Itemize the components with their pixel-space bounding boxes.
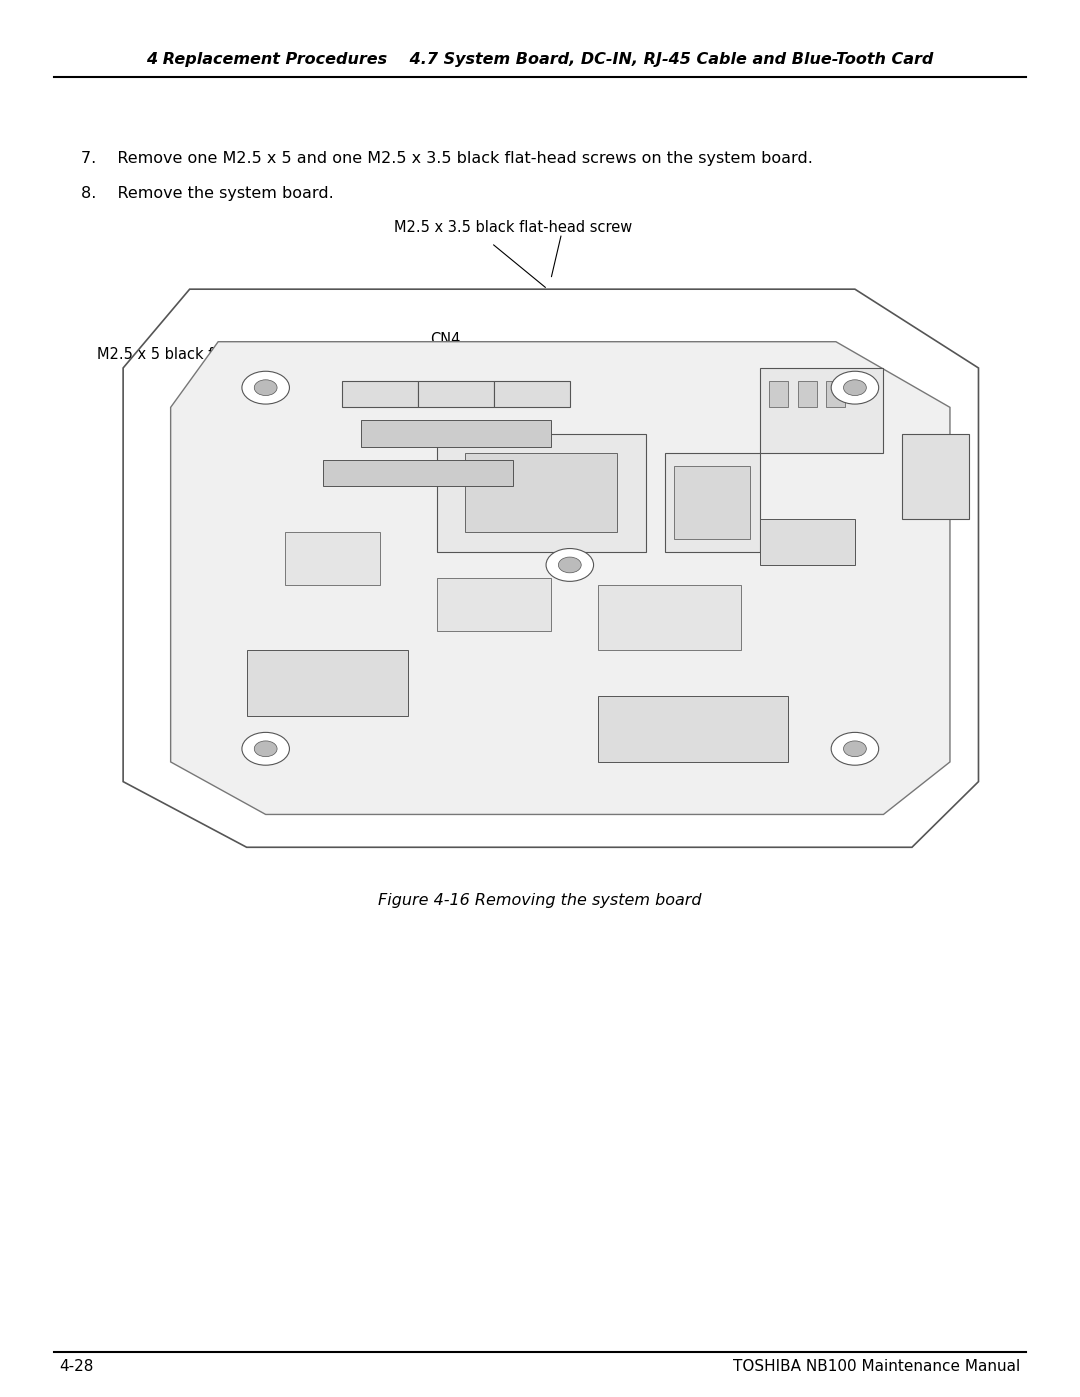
Circle shape bbox=[254, 740, 278, 757]
Text: M2.5 x 3.5 black flat-head screw: M2.5 x 3.5 black flat-head screw bbox=[394, 219, 633, 235]
Text: CN511: CN511 bbox=[285, 506, 334, 520]
Polygon shape bbox=[674, 467, 751, 539]
Polygon shape bbox=[598, 696, 788, 761]
Polygon shape bbox=[760, 367, 883, 453]
Circle shape bbox=[832, 372, 879, 404]
Text: CN8: CN8 bbox=[778, 344, 808, 358]
Text: CN7: CN7 bbox=[322, 405, 352, 419]
Circle shape bbox=[558, 557, 581, 573]
Circle shape bbox=[832, 732, 879, 766]
Polygon shape bbox=[418, 381, 494, 408]
Text: TOSHIBA NB100 Maintenance Manual: TOSHIBA NB100 Maintenance Manual bbox=[733, 1359, 1021, 1373]
Polygon shape bbox=[769, 381, 788, 408]
Polygon shape bbox=[171, 342, 950, 814]
Text: CN10: CN10 bbox=[637, 584, 677, 598]
Text: 7.  Remove one M2.5 x 5 and one M2.5 x 3.5 black flat-head screws on the system : 7. Remove one M2.5 x 5 and one M2.5 x 3.… bbox=[81, 151, 813, 166]
Text: 4 Replacement Procedures    4.7 System Board, DC-IN, RJ-45 Cable and Blue-Tooth : 4 Replacement Procedures 4.7 System Boar… bbox=[146, 52, 934, 67]
Polygon shape bbox=[436, 433, 646, 552]
Text: M2.5 x 5 black flat-head screw: M2.5 x 5 black flat-head screw bbox=[97, 346, 322, 362]
Polygon shape bbox=[798, 381, 816, 408]
Text: CN5: CN5 bbox=[329, 342, 360, 356]
Circle shape bbox=[242, 372, 289, 404]
Text: CN509: CN509 bbox=[726, 409, 774, 423]
Circle shape bbox=[546, 549, 594, 581]
Polygon shape bbox=[665, 453, 760, 552]
Polygon shape bbox=[246, 651, 408, 715]
Text: 8.  Remove the system board.: 8. Remove the system board. bbox=[81, 186, 334, 201]
Text: CN6: CN6 bbox=[335, 374, 365, 388]
Text: 4-28: 4-28 bbox=[59, 1359, 94, 1373]
Text: CN4: CN4 bbox=[430, 332, 460, 346]
Polygon shape bbox=[465, 453, 618, 532]
Circle shape bbox=[843, 740, 866, 757]
Polygon shape bbox=[436, 578, 551, 630]
Circle shape bbox=[843, 380, 866, 395]
Text: Figure 4-16 Removing the system board: Figure 4-16 Removing the system board bbox=[378, 893, 702, 908]
Polygon shape bbox=[494, 381, 570, 408]
Polygon shape bbox=[285, 532, 380, 584]
Circle shape bbox=[254, 380, 278, 395]
Polygon shape bbox=[361, 420, 551, 447]
Polygon shape bbox=[760, 520, 855, 564]
Text: CN9: CN9 bbox=[856, 412, 887, 426]
Polygon shape bbox=[598, 584, 741, 651]
Polygon shape bbox=[341, 381, 418, 408]
Circle shape bbox=[242, 732, 289, 766]
Text: CN3: CN3 bbox=[380, 342, 410, 356]
Polygon shape bbox=[903, 433, 969, 520]
Polygon shape bbox=[323, 460, 513, 486]
Polygon shape bbox=[826, 381, 846, 408]
